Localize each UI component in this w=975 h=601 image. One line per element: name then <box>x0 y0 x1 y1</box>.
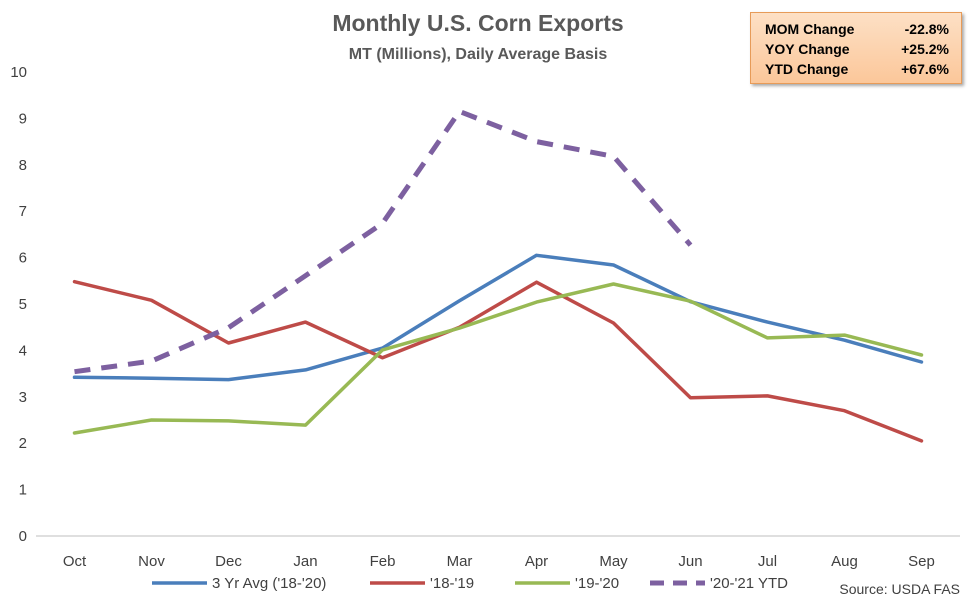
stat-row-mom: MOM Change -22.8% <box>765 19 949 39</box>
x-tick-label: Feb <box>370 553 396 570</box>
stat-label: MOM Change <box>765 21 855 37</box>
legend-label: 3 Yr Avg ('18-'20) <box>212 575 326 592</box>
y-tick-label: 0 <box>19 528 27 545</box>
x-tick-label: Sep <box>908 553 935 570</box>
x-tick-label: Nov <box>138 553 165 570</box>
y-tick-label: 5 <box>19 296 27 313</box>
stat-label: YOY Change <box>765 41 850 57</box>
x-tick-label: Aug <box>831 553 858 570</box>
series-line-0 <box>72 253 924 382</box>
y-tick-label: 6 <box>19 250 27 267</box>
y-tick-label: 10 <box>10 64 27 81</box>
legend-label: '19-'20 <box>575 575 619 592</box>
stat-value: +25.2% <box>901 41 949 57</box>
y-tick-label: 2 <box>19 435 27 452</box>
series-line-3 <box>74 108 693 375</box>
chart-subtitle: MT (Millions), Daily Average Basis <box>349 46 608 63</box>
stat-row-yoy: YOY Change +25.2% <box>765 39 949 59</box>
x-tick-label: Jun <box>678 553 702 570</box>
x-tick-label: Jul <box>758 553 777 570</box>
y-tick-label: 8 <box>19 157 27 174</box>
series-line-2 <box>72 282 924 435</box>
source-note: Source: USDA FAS <box>839 581 960 597</box>
legend-label: '18-'19 <box>430 575 474 592</box>
series-line-1 <box>72 279 924 443</box>
chart-title: Monthly U.S. Corn Exports <box>332 10 623 36</box>
stat-value: -22.8% <box>904 21 949 37</box>
x-tick-label: Mar <box>447 553 473 570</box>
stat-row-ytd: YTD Change +67.6% <box>765 59 949 79</box>
stat-value: +67.6% <box>901 61 949 77</box>
stats-box: MOM Change -22.8% YOY Change +25.2% YTD … <box>750 12 962 84</box>
x-tick-label: Dec <box>215 553 242 570</box>
x-tick-label: May <box>599 553 628 570</box>
y-tick-label: 4 <box>19 342 27 359</box>
y-tick-label: 7 <box>19 203 27 220</box>
x-tick-label: Apr <box>525 553 548 570</box>
x-tick-label: Jan <box>293 553 317 570</box>
y-tick-label: 9 <box>19 110 27 127</box>
y-tick-label: 1 <box>19 482 27 499</box>
stat-label: YTD Change <box>765 61 849 77</box>
x-tick-label: Oct <box>63 553 87 570</box>
legend-label: '20-'21 YTD <box>710 575 788 592</box>
y-tick-label: 3 <box>19 389 27 406</box>
